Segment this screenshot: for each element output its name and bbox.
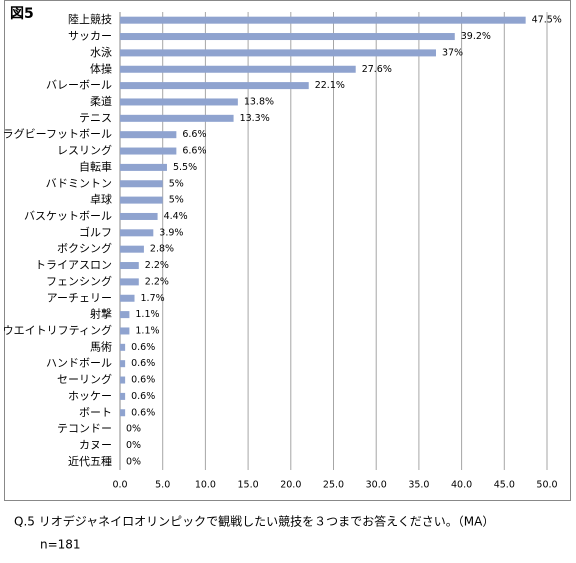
category-label: テニス	[79, 111, 112, 124]
category-label: ハンドボール	[46, 357, 112, 370]
value-label: 13.3%	[240, 113, 270, 124]
bar	[120, 65, 356, 73]
bar	[120, 196, 163, 204]
value-label: 0.6%	[131, 391, 155, 402]
bar	[120, 327, 130, 335]
bar	[120, 33, 455, 41]
category-label: テコンドー	[57, 422, 112, 435]
value-label: 0.6%	[131, 407, 155, 418]
chart-frame	[4, 0, 571, 501]
bar	[120, 262, 139, 270]
bar	[120, 294, 135, 302]
value-label: 6.6%	[182, 146, 206, 157]
value-label: 27.6%	[362, 64, 392, 75]
bar	[120, 360, 126, 368]
value-label: 5%	[169, 178, 184, 189]
value-label: 2.8%	[150, 244, 174, 255]
value-label: 39.2%	[461, 31, 491, 42]
category-label: 体操	[90, 61, 112, 75]
category-label: トライアスロン	[35, 259, 112, 272]
bar	[120, 343, 126, 351]
bar	[120, 163, 167, 171]
value-label: 1.1%	[135, 325, 159, 336]
bar	[120, 82, 309, 90]
category-label: フェンシング	[46, 274, 112, 288]
x-tick-label: 40.0	[451, 480, 472, 491]
bar	[120, 409, 126, 417]
category-label: ボクシング	[57, 241, 112, 255]
category-label: 柔道	[90, 94, 112, 108]
category-label: セーリング	[57, 372, 112, 386]
category-label: 射撃	[90, 307, 112, 321]
category-label: バスケットボール	[24, 209, 112, 222]
bar	[120, 376, 126, 384]
category-label: レスリング	[57, 143, 112, 157]
category-label: ウエイトリフティング	[3, 323, 112, 337]
category-label: 近代五種	[68, 454, 112, 468]
value-label: 0.6%	[131, 342, 155, 353]
bar	[120, 392, 126, 400]
x-tick-label: 35.0	[408, 480, 429, 491]
category-label: 馬術	[90, 340, 112, 353]
value-label: 13.8%	[244, 96, 274, 107]
bar	[120, 180, 163, 188]
value-label: 3.9%	[159, 227, 183, 238]
value-label: 0.6%	[131, 375, 155, 386]
value-label: 37%	[442, 47, 463, 58]
x-tick-label: 20.0	[280, 480, 301, 491]
category-label: 自転車	[79, 159, 112, 173]
x-tick-label: 45.0	[494, 480, 515, 491]
category-label: 卓球	[90, 192, 112, 206]
bar	[120, 114, 234, 122]
value-label: 2.2%	[145, 260, 169, 271]
value-label: 4.4%	[164, 211, 188, 222]
value-label: 0%	[126, 424, 141, 435]
value-label: 0%	[126, 456, 141, 467]
category-label: カヌー	[79, 438, 112, 451]
value-label: 0%	[126, 440, 141, 451]
category-label: ゴルフ	[79, 225, 112, 239]
value-label: 6.6%	[182, 129, 206, 140]
x-tick-label: 15.0	[238, 480, 259, 491]
category-label: 陸上競技	[68, 12, 112, 26]
value-label: 0.6%	[131, 358, 155, 369]
x-tick-label: 50.0	[536, 480, 557, 491]
value-label: 47.5%	[532, 15, 562, 26]
category-label: ラグビーフットボール	[3, 127, 112, 141]
bar	[120, 212, 158, 220]
x-tick-label: 10.0	[195, 480, 216, 491]
category-label: ホッケー	[68, 389, 112, 402]
category-label: 水泳	[90, 45, 112, 59]
x-tick-label: 0.0	[112, 480, 127, 491]
bar	[120, 98, 238, 106]
category-label: アーチェリー	[47, 291, 112, 304]
bar	[120, 49, 436, 57]
value-label: 5%	[169, 195, 184, 206]
value-label: 5.5%	[173, 162, 197, 173]
bar	[120, 147, 177, 155]
bar	[120, 278, 139, 286]
bar	[120, 311, 130, 319]
x-tick-label: 30.0	[366, 480, 387, 491]
bar	[120, 16, 526, 24]
x-tick-label: 5.0	[155, 480, 170, 491]
sample-size: n=181	[40, 538, 81, 552]
bar	[120, 245, 144, 253]
category-label: ボート	[79, 406, 112, 419]
category-label: バドミントン	[46, 177, 112, 190]
category-label: サッカー	[68, 30, 112, 43]
value-label: 1.7%	[141, 293, 165, 304]
value-label: 1.1%	[135, 309, 159, 320]
bar	[120, 131, 177, 139]
bar	[120, 229, 154, 237]
x-tick-label: 25.0	[323, 480, 344, 491]
question: Q.5 リオデジャネイロオリンピックで観戦したい競技を３つまでお答えください。（…	[14, 514, 494, 529]
chart-title: 図5	[10, 6, 34, 22]
value-label: 22.1%	[315, 80, 345, 91]
category-label: バレーボール	[46, 79, 112, 92]
value-label: 2.2%	[145, 276, 169, 287]
